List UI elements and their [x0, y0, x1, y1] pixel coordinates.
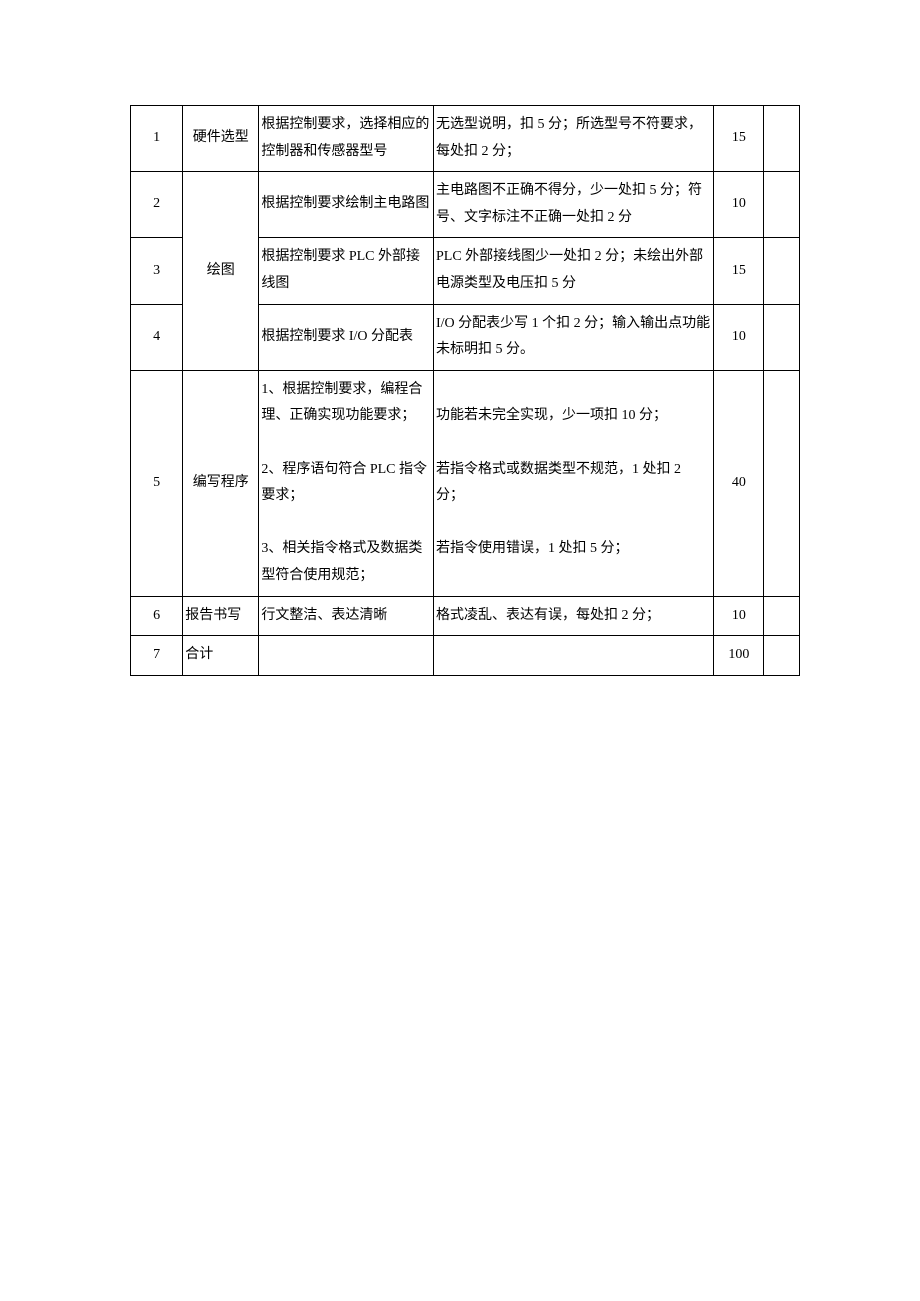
- table-row: 7 合计 100: [131, 636, 800, 676]
- row-score: 40: [714, 370, 764, 596]
- scoring-table: 1 硬件选型 根据控制要求，选择相应的控制器和传感器型号 无选型说明，扣 5 分…: [130, 105, 800, 676]
- row-blank: [764, 238, 800, 304]
- row-criteria: [434, 636, 714, 676]
- row-requirement: 行文整洁、表达清晰: [259, 596, 434, 636]
- row-score: 15: [714, 106, 764, 172]
- row-requirement: 根据控制要求绘制主电路图: [259, 172, 434, 238]
- row-score: 10: [714, 172, 764, 238]
- row-requirement: 根据控制要求，选择相应的控制器和传感器型号: [259, 106, 434, 172]
- table-row: 5 编写程序 1、根据控制要求，编程合理、正确实现功能要求；2、程序语句符合 P…: [131, 370, 800, 596]
- row-category: 报告书写: [183, 596, 259, 636]
- table-row: 6 报告书写 行文整洁、表达清晰 格式凌乱、表达有误，每处扣 2 分； 10: [131, 596, 800, 636]
- row-score: 10: [714, 596, 764, 636]
- row-category: 合计: [183, 636, 259, 676]
- row-category: 绘图: [183, 172, 259, 371]
- table-row: 1 硬件选型 根据控制要求，选择相应的控制器和传感器型号 无选型说明，扣 5 分…: [131, 106, 800, 172]
- row-blank: [764, 172, 800, 238]
- row-requirement: [259, 636, 434, 676]
- row-number: 5: [131, 370, 183, 596]
- row-score: 100: [714, 636, 764, 676]
- row-blank: [764, 596, 800, 636]
- row-category: 硬件选型: [183, 106, 259, 172]
- row-number: 3: [131, 238, 183, 304]
- row-criteria: 主电路图不正确不得分，少一处扣 5 分；符号、文字标注不正确一处扣 2 分: [434, 172, 714, 238]
- row-criteria: 格式凌乱、表达有误，每处扣 2 分；: [434, 596, 714, 636]
- row-blank: [764, 106, 800, 172]
- row-blank: [764, 636, 800, 676]
- row-number: 4: [131, 304, 183, 370]
- row-score: 15: [714, 238, 764, 304]
- row-number: 6: [131, 596, 183, 636]
- row-criteria: PLC 外部接线图少一处扣 2 分；未绘出外部电源类型及电压扣 5 分: [434, 238, 714, 304]
- row-number: 7: [131, 636, 183, 676]
- row-blank: [764, 370, 800, 596]
- row-requirement: 根据控制要求 I/O 分配表: [259, 304, 434, 370]
- table-row: 2 绘图 根据控制要求绘制主电路图 主电路图不正确不得分，少一处扣 5 分；符号…: [131, 172, 800, 238]
- row-criteria: 功能若未完全实现，少一项扣 10 分；若指令格式或数据类型不规范，1 处扣 2 …: [434, 370, 714, 596]
- row-blank: [764, 304, 800, 370]
- row-score: 10: [714, 304, 764, 370]
- row-category: 编写程序: [183, 370, 259, 596]
- row-number: 1: [131, 106, 183, 172]
- row-criteria: 无选型说明，扣 5 分；所选型号不符要求，每处扣 2 分；: [434, 106, 714, 172]
- row-number: 2: [131, 172, 183, 238]
- row-requirement: 根据控制要求 PLC 外部接线图: [259, 238, 434, 304]
- row-requirement: 1、根据控制要求，编程合理、正确实现功能要求；2、程序语句符合 PLC 指令要求…: [259, 370, 434, 596]
- row-criteria: I/O 分配表少写 1 个扣 2 分；输入输出点功能未标明扣 5 分。: [434, 304, 714, 370]
